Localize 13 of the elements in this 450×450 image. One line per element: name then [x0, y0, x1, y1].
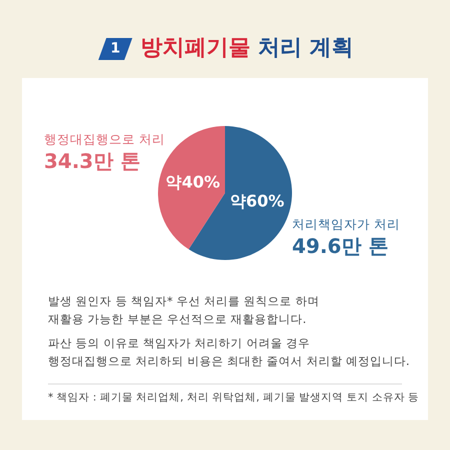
text: 발생 원인자 등 책임자* 우선 처리를 원칙으로 하며 [48, 294, 320, 308]
slice-label: 행정대집행으로 처리 [44, 131, 165, 146]
text: 재활용 가능한 부분은 우선적으로 재활용합니다. [48, 312, 306, 326]
text: 파산 등의 이유로 책임자가 처리하기 어려울 경우 [48, 336, 310, 350]
text: 1 [110, 40, 120, 57]
slice-label: 처리책임자가 처리 [292, 216, 400, 232]
data-label: 34.3만 톤 [44, 149, 140, 174]
data-label: 49.6만 톤 [292, 234, 388, 258]
text: * 책임자 : 폐기물 처리업체, 처리 위탁업체, 폐기물 발생지역 토지 소유자 등 [48, 392, 420, 404]
text: 약60% [230, 192, 284, 211]
text: 약40% [166, 172, 220, 192]
text: 행정대집행으로 처리하되 비용은 최대한 줄여서 처리할 예정입니다. [48, 354, 410, 368]
chart-title: 방치폐기물 처리 계획 [140, 36, 354, 61]
